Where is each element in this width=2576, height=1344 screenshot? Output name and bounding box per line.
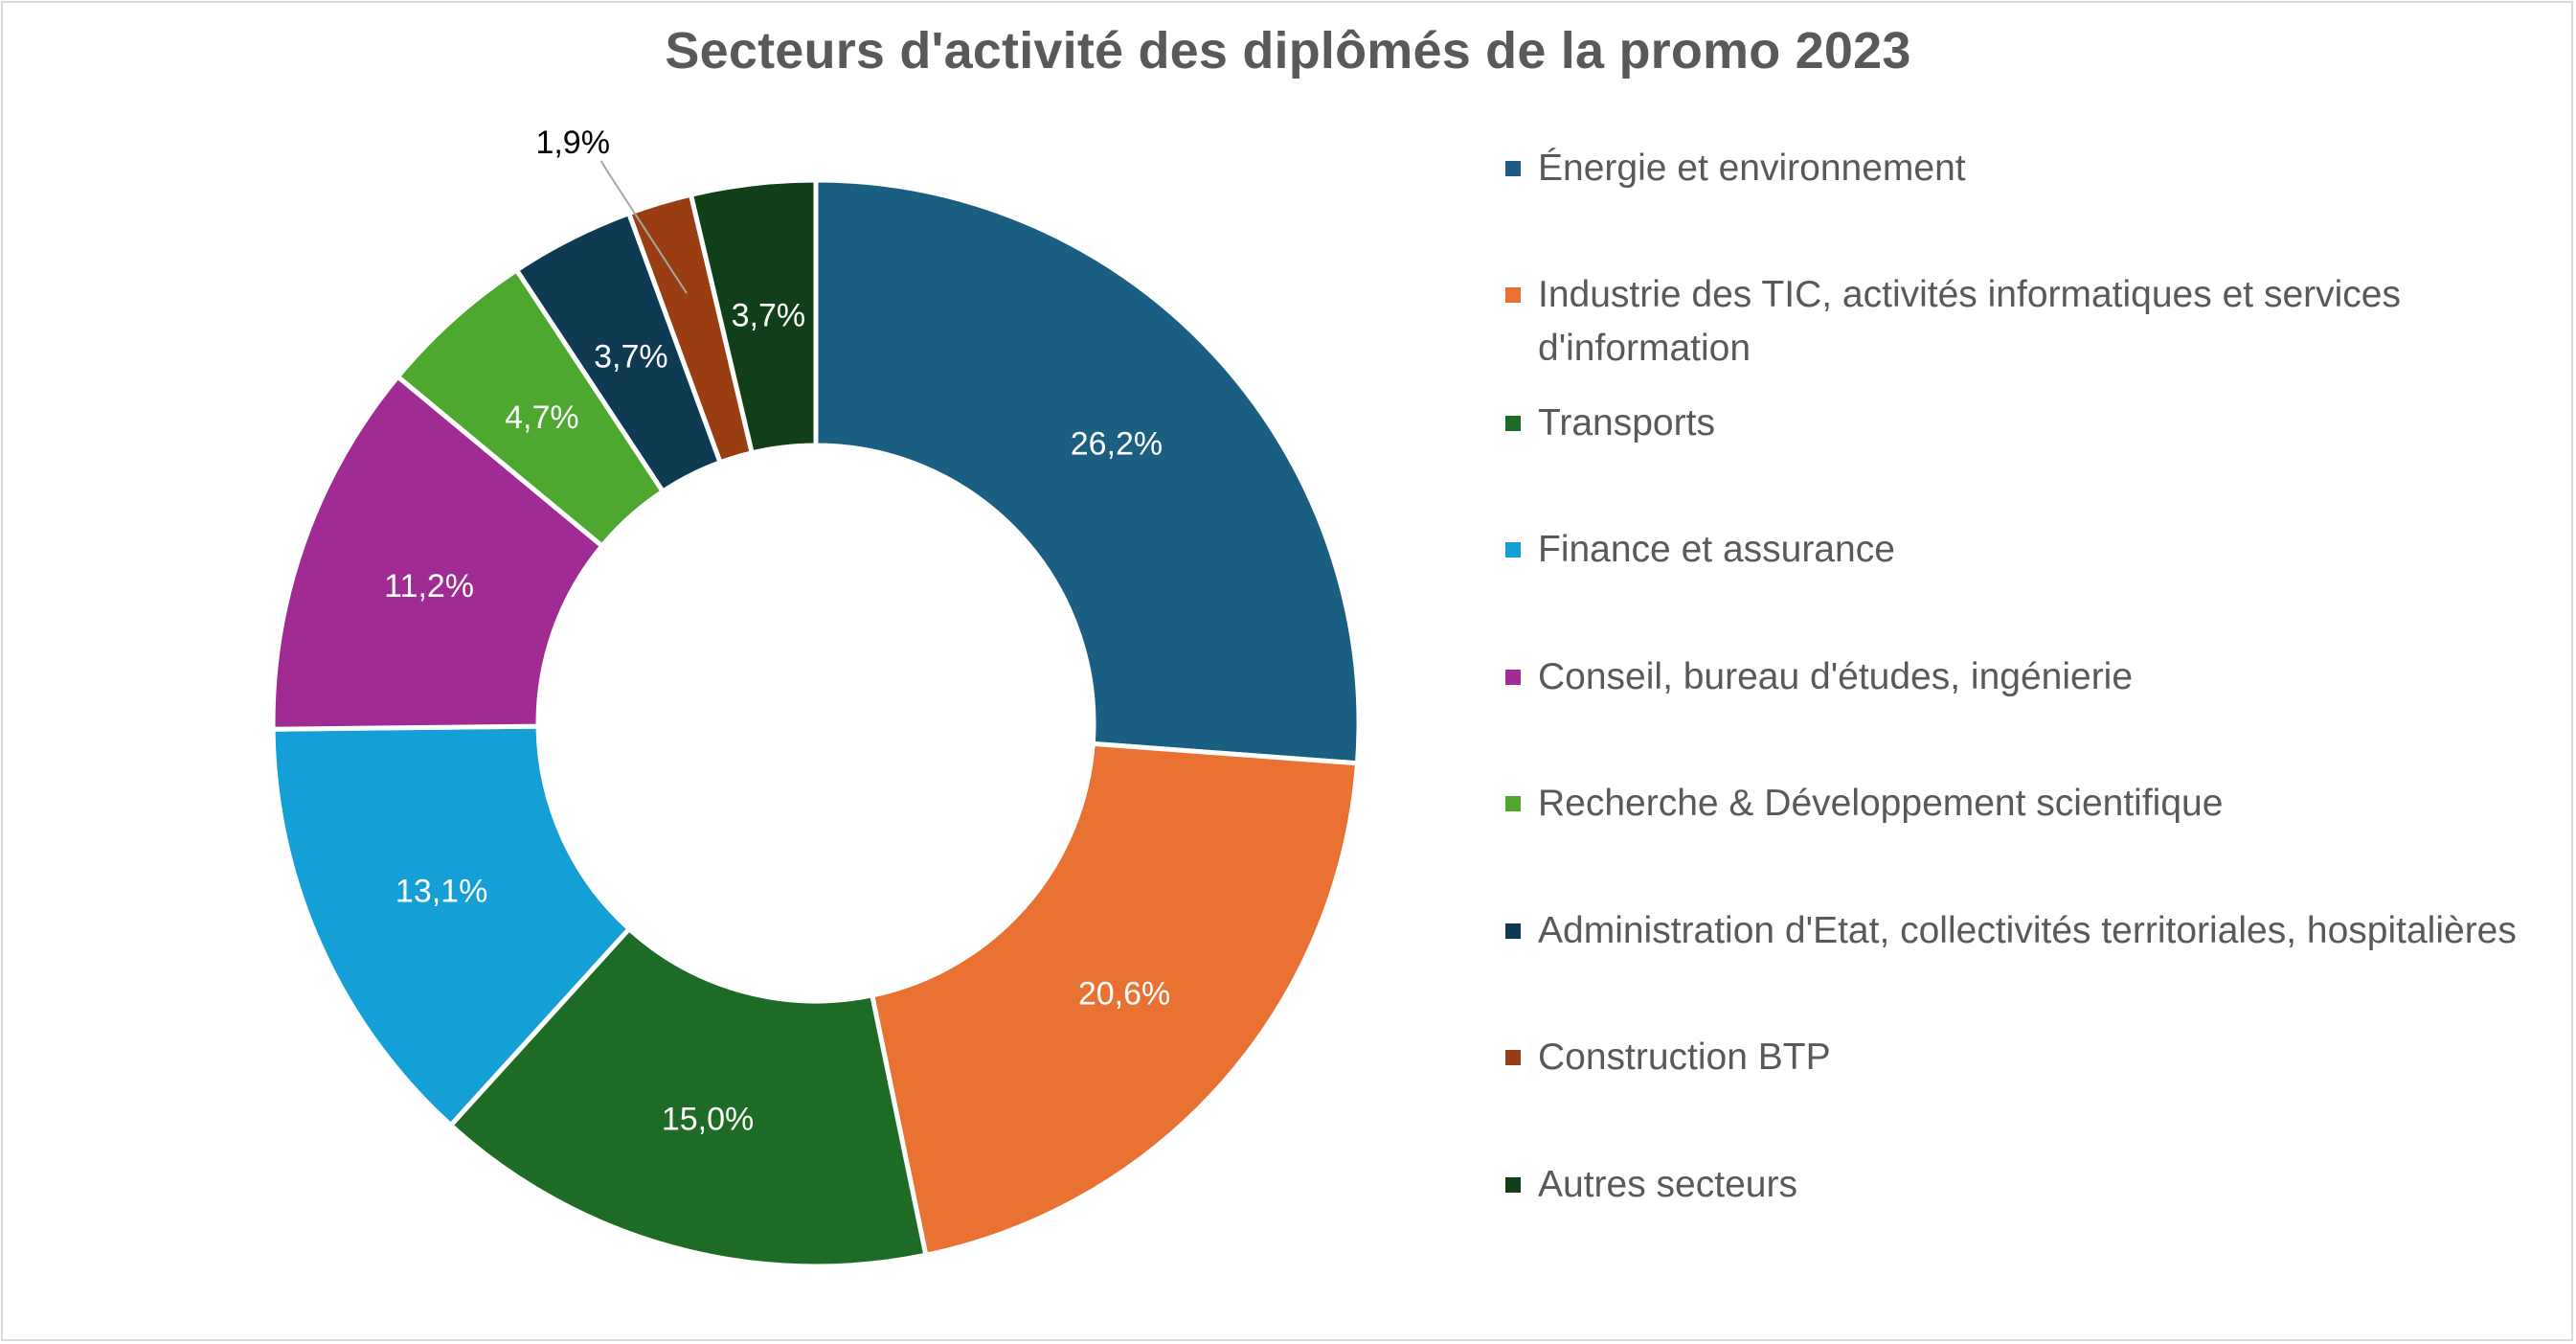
data-label-transports: 15,0% xyxy=(662,1101,754,1137)
chart-title: Secteurs d'activité des diplômés de la p… xyxy=(665,22,1911,80)
legend-swatch xyxy=(1505,287,1521,303)
legend-label: Construction BTP xyxy=(1538,1036,1831,1078)
legend-swatch xyxy=(1505,796,1521,811)
legend-swatch xyxy=(1505,923,1521,939)
legend-swatch xyxy=(1505,1177,1521,1193)
legend-label: Recherche & Développement scientifique xyxy=(1538,783,2224,824)
slice-conseil-bureau-d-etudes-ingenierie xyxy=(270,374,605,732)
legend-label: Transports xyxy=(1538,402,1715,444)
data-label-finance-et-assurance: 13,1% xyxy=(395,874,487,910)
data-label-construction-btp: 1,9% xyxy=(535,125,610,161)
data-label-autres-secteurs: 3,7% xyxy=(732,297,806,333)
legend-swatch xyxy=(1505,542,1521,558)
legend-swatch xyxy=(1505,161,1521,176)
slice-industrie-des-tic-activites-informatiques-et-services-d-information xyxy=(870,740,1360,1258)
legend-swatch xyxy=(1505,670,1521,685)
legend-label: Conseil, bureau d'études, ingénierie xyxy=(1538,656,2134,697)
data-label-industrie-des-tic-activites-informatiques-et-services-d-information: 20,6% xyxy=(1078,976,1170,1013)
data-label-energie-et-environnement: 26,2% xyxy=(1071,425,1163,462)
slice-finance-et-assurance xyxy=(270,723,632,1128)
legend-label: Administration d'Etat, collectivités ter… xyxy=(1538,910,2517,951)
legend-label: Industrie des TIC, activités informatiqu… xyxy=(1538,274,2401,369)
legend-swatch xyxy=(1505,1050,1521,1065)
data-label-administration-d-etat-collectivites-territoriales-hospitalieres: 3,7% xyxy=(594,339,668,376)
legend-label: Finance et assurance xyxy=(1538,529,1895,570)
leader-line-construction-btp xyxy=(599,160,689,294)
legend-swatch xyxy=(1505,416,1521,431)
legend-label: Énergie et environnement xyxy=(1538,148,1966,189)
data-labels: 26,2% 20,6% 15,0% 13,1% 11,2% 4,7% 3,7% 1,9% 3,7… xyxy=(384,125,1170,1137)
data-label-conseil-bureau-d-etudes-ingenierie: 11,2% xyxy=(384,568,474,604)
leader-lines xyxy=(599,160,689,294)
slice-energie-et-environnement xyxy=(813,177,1362,766)
slice-autres-secteurs xyxy=(688,177,819,456)
donut-slices xyxy=(270,177,1362,1269)
slice-transports xyxy=(448,926,929,1269)
legend-label: Autres secteurs xyxy=(1538,1164,1797,1205)
data-label-recherche-developpement-scientifique: 4,7% xyxy=(505,399,579,436)
